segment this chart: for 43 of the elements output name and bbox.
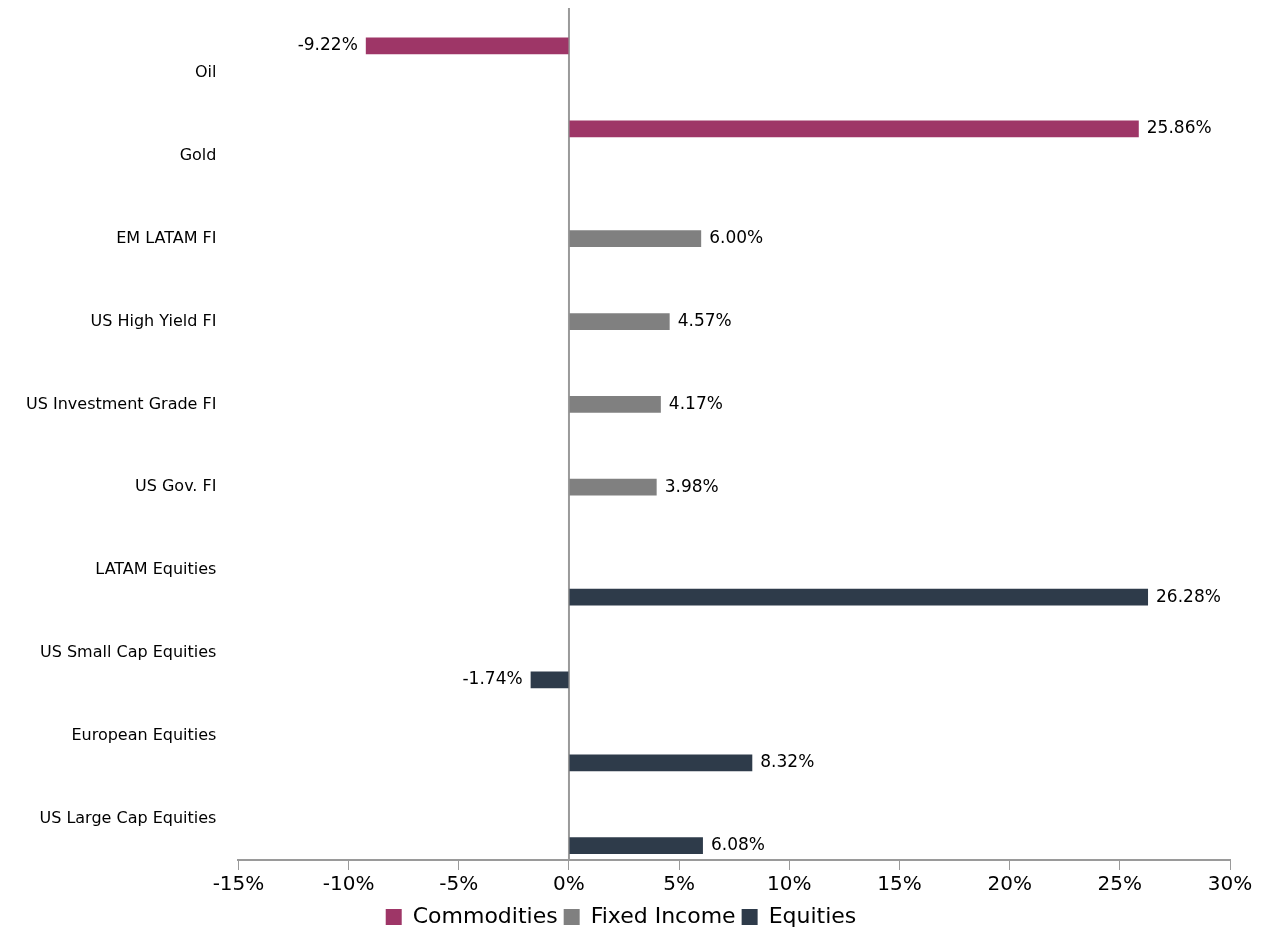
legend-label: Commodities <box>412 902 558 928</box>
data-label: -1.74% <box>462 668 523 689</box>
y-tick-label: Oil <box>194 62 217 82</box>
legend-label: Equities <box>768 902 857 928</box>
data-label: 4.17% <box>668 392 723 413</box>
bar <box>569 120 1139 138</box>
bar <box>530 671 569 689</box>
x-tick-label: 10% <box>767 871 812 896</box>
y-tick-label: US Large Cap Equities <box>39 807 217 827</box>
bar <box>569 837 703 855</box>
x-tick-label: -10% <box>322 871 375 896</box>
y-tick-label: Gold <box>179 145 217 165</box>
y-tick-label: US High Yield FI <box>90 310 217 330</box>
y-tick-label: US Gov. FI <box>134 476 217 496</box>
x-tick-label: -15% <box>212 871 265 896</box>
data-label: 8.32% <box>760 751 815 772</box>
bar <box>569 754 753 772</box>
data-label: 25.86% <box>1146 117 1212 138</box>
bar <box>365 37 569 55</box>
bar <box>569 395 661 413</box>
x-tick-label: 5% <box>663 871 696 896</box>
bar <box>569 313 670 330</box>
x-tick-label: 30% <box>1207 871 1253 896</box>
y-tick-label: EM LATAM FI <box>116 227 217 247</box>
data-label: 3.98% <box>664 475 719 496</box>
data-label: 26.28% <box>1156 585 1221 606</box>
data-label: 6.08% <box>710 834 765 855</box>
x-tick-label: 0% <box>553 871 585 896</box>
x-tick-label: -5% <box>439 871 479 896</box>
y-tick-label: European Equities <box>71 724 217 744</box>
x-tick-label: 15% <box>877 871 922 896</box>
data-label: 6.00% <box>709 227 764 248</box>
bar <box>569 478 657 496</box>
bar <box>569 230 702 248</box>
data-label: 4.57% <box>677 309 732 330</box>
y-tick-label: LATAM Equities <box>95 559 217 579</box>
y-tick-label: US Investment Grade FI <box>26 393 217 413</box>
x-tick-label: 25% <box>1097 871 1143 896</box>
data-label: -9.22% <box>297 34 358 55</box>
y-tick-label: US Small Cap Equities <box>40 642 217 662</box>
bar <box>569 588 1149 606</box>
x-tick-label: 20% <box>987 871 1032 896</box>
legend-label: Fixed Income <box>590 902 736 928</box>
